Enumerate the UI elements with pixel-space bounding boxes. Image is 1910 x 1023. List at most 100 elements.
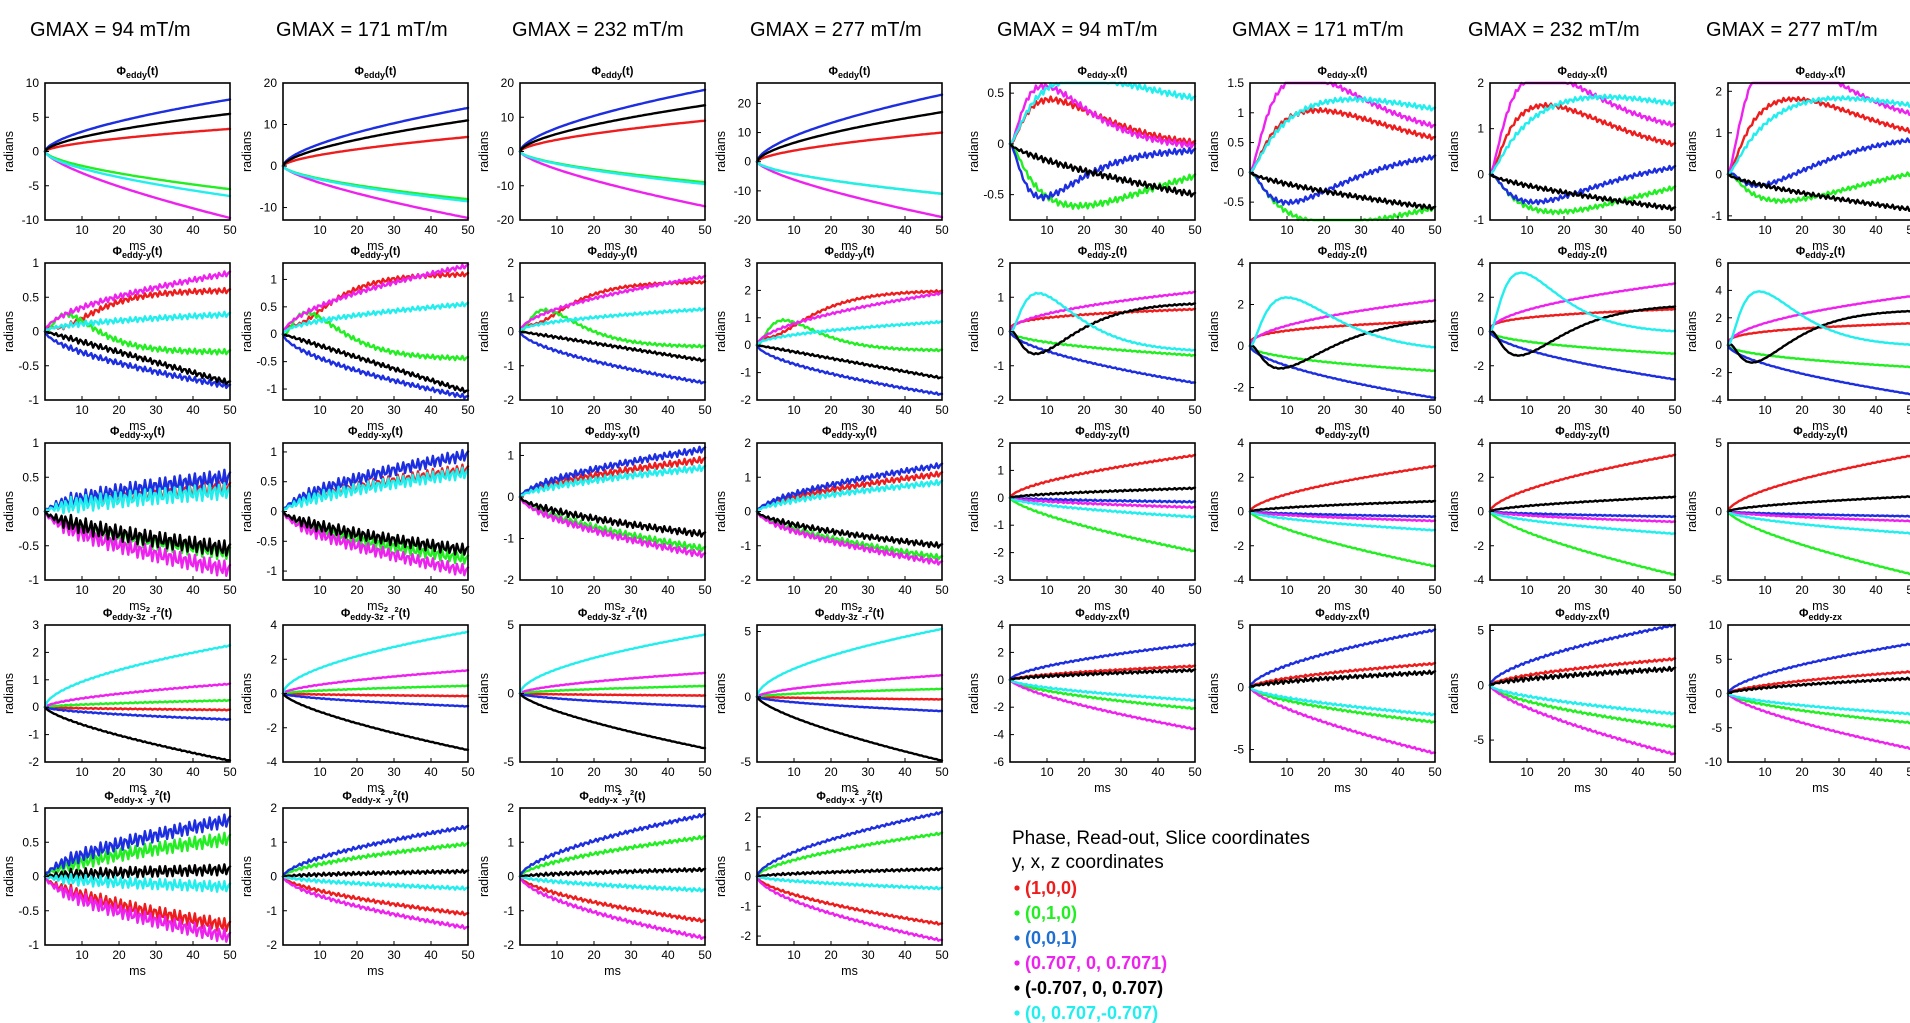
title-sub: eddy-zx: [1565, 612, 1599, 622]
x-tick-label: 50: [461, 403, 475, 417]
y-tick-label: -2: [1473, 539, 1484, 553]
subplot-title: Φeddy(t): [355, 66, 397, 80]
series-line-red: [1248, 319, 1437, 348]
series-line-red: [281, 692, 470, 698]
series-line-blue: [1488, 510, 1677, 519]
y-axis-label: radians: [2, 311, 16, 352]
series-line-cyan: [1488, 684, 1677, 716]
x-axis-label: ms: [604, 239, 621, 253]
x-tick-label: 10: [1520, 583, 1534, 597]
series-line-magenta: [755, 160, 944, 219]
series-line-cyan: [1726, 290, 1910, 347]
x-tick-label: 30: [149, 765, 163, 779]
x-tick-label: 30: [861, 403, 875, 417]
y-tick-label: 0: [997, 325, 1004, 339]
title-sub: eddy-z: [1805, 250, 1834, 260]
title-sub: eddy-x: [1567, 70, 1596, 80]
y-axis-label: radians: [240, 856, 254, 897]
x-axis-label: ms: [367, 419, 384, 433]
x-tick-label: 50: [223, 765, 237, 779]
title-sub: eddy-xy: [119, 430, 153, 440]
title-main: Φ: [816, 791, 826, 803]
title-suffix: (t): [153, 426, 165, 438]
y-tick-label: 2: [997, 436, 1004, 450]
title-main: Φ: [1793, 426, 1803, 438]
title-main: Φ: [588, 246, 598, 258]
y-tick-label: 0: [997, 137, 1004, 151]
subplot-title: Φeddy-z(t): [1318, 246, 1368, 260]
y-tick-label: 4: [1237, 436, 1244, 450]
series-line-magenta: [518, 274, 707, 333]
y-tick-label: 4: [1237, 256, 1244, 270]
y-tick-label: 5: [32, 110, 39, 124]
y-axis-label: radians: [240, 491, 254, 532]
y-axis-label: radians: [1207, 131, 1221, 172]
subplot-r1-c1: Φeddy(t) 10 20 30 40 50 -10 -5 0 5 10 ms radians: [2, 66, 237, 253]
y-tick-label: 1: [744, 311, 751, 325]
legend-entry: (0,0,1): [1025, 928, 1077, 948]
title-main: Φ: [579, 791, 589, 803]
title-main: Φ: [348, 426, 358, 438]
x-tick-label: 30: [1114, 583, 1128, 597]
series-line-blue: [755, 462, 944, 513]
series-line-blue: [1726, 510, 1910, 518]
series-line-blue: [755, 695, 944, 713]
title-mid: -y: [622, 795, 630, 805]
title-sub: eddy-x: [826, 795, 855, 805]
y-tick-label: -1: [28, 573, 39, 587]
series-line-magenta: [43, 270, 232, 333]
series-line-cyan: [755, 627, 944, 698]
series-line-blue: [1248, 628, 1437, 689]
y-tick-label: 2: [1237, 470, 1244, 484]
series-line-black: [1726, 676, 1910, 695]
title-main: Φ: [825, 246, 835, 258]
series-line-green: [281, 684, 470, 695]
x-tick-label: 50: [1188, 765, 1202, 779]
x-tick-label: 20: [587, 765, 601, 779]
x-tick-label: 40: [1869, 583, 1883, 597]
x-tick-label: 10: [1758, 765, 1772, 779]
y-axis-label: radians: [714, 491, 728, 532]
series-line-magenta: [281, 875, 470, 930]
title-sub: eddy-x: [1087, 70, 1116, 80]
series-line-cyan: [1488, 271, 1677, 333]
title-suffix: (t): [636, 608, 648, 620]
y-axis-label: radians: [477, 311, 491, 352]
title-main: Φ: [1318, 246, 1328, 258]
x-tick-label: 10: [1520, 765, 1534, 779]
x-tick-label: 50: [461, 583, 475, 597]
y-tick-label: -2: [740, 929, 751, 943]
legend-entry: (-0.707, 0, 0.707): [1025, 978, 1163, 998]
series-line-green: [1488, 330, 1677, 355]
series-line-cyan: [1248, 510, 1437, 532]
title-sub: eddy-z: [1087, 250, 1116, 260]
title-main: Φ: [1555, 426, 1565, 438]
x-axis-label: ms: [841, 599, 858, 613]
y-axis-label: radians: [240, 311, 254, 352]
title-main: Φ: [117, 66, 127, 78]
series-line-cyan: [1488, 93, 1677, 176]
series-line-red: [518, 875, 707, 924]
y-axis-label: radians: [1685, 491, 1699, 532]
y-tick-label: 1: [1477, 122, 1484, 136]
axes-frame: [1489, 262, 1676, 401]
y-tick-label: 2: [1477, 470, 1484, 484]
subplot-title: Φeddy-y(t): [351, 246, 401, 260]
column-header-7: GMAX = 232 mT/m: [1468, 19, 1640, 41]
title-sub: eddy-3z: [587, 612, 621, 622]
subplot-r4-c7: Φeddy-zx(t) 10 20 30 40 50 -5 0 5 ms radians: [1447, 608, 1682, 795]
y-axis-label: radians: [477, 131, 491, 172]
y-tick-label: 0: [1477, 505, 1484, 519]
x-tick-label: 20: [1317, 403, 1331, 417]
axes-frame: [756, 807, 943, 946]
series-line-black: [1008, 667, 1197, 681]
axes-frame: [1009, 82, 1196, 221]
axes-frame: [44, 442, 231, 581]
y-tick-label: -3: [993, 573, 1004, 587]
x-tick-label: 20: [587, 948, 601, 962]
x-tick-label: 10: [787, 765, 801, 779]
series-line-green: [755, 318, 944, 353]
title-mid: -y: [147, 795, 155, 805]
series-line-black: [1248, 171, 1437, 211]
